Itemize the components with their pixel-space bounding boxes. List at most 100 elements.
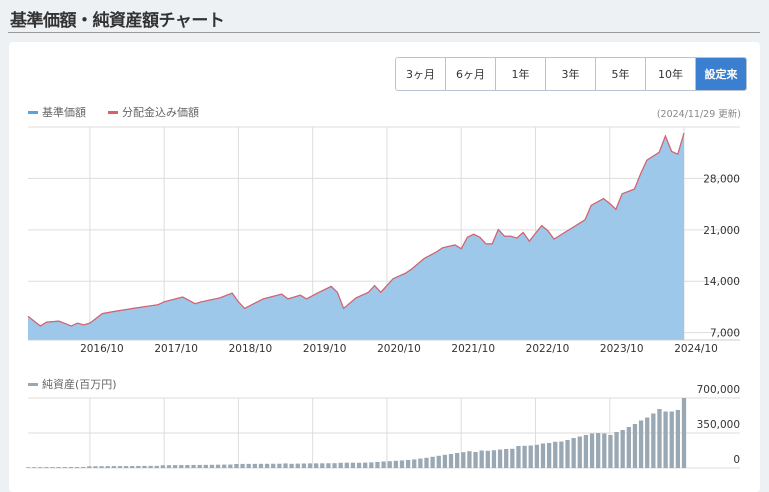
net-asset-bar	[553, 441, 558, 468]
net-asset-bar	[626, 427, 631, 468]
net-asset-bar	[596, 433, 601, 468]
net-asset-bar	[571, 438, 576, 468]
net-asset-bar	[289, 463, 294, 468]
net-asset-bar	[614, 432, 619, 468]
x-tick-label: 2017/10	[154, 343, 198, 355]
net-asset-bar	[565, 440, 570, 468]
net-asset-bar	[516, 446, 521, 468]
period-1y-button[interactable]: 1年	[496, 58, 546, 90]
x-tick-label: 2023/10	[600, 343, 644, 355]
net-asset-bar	[363, 462, 368, 468]
net-asset-bar	[448, 454, 454, 468]
net-asset-bar	[81, 466, 86, 468]
net-asset-bar	[326, 463, 331, 468]
net-asset-bar	[356, 462, 362, 468]
net-asset-bar	[638, 420, 644, 468]
net-asset-bar	[154, 465, 159, 468]
legend-net-assets: 純資産(百万円)	[28, 376, 117, 392]
net-asset-bar	[197, 464, 202, 468]
net-asset-bar	[540, 443, 546, 468]
net-asset-bar	[461, 452, 466, 468]
net-asset-bar	[608, 435, 613, 468]
net-asset-bar	[589, 433, 595, 468]
net-asset-bar	[491, 450, 497, 468]
net-asset-bar	[105, 466, 110, 468]
net-asset-bar	[418, 458, 423, 468]
net-asset-bar	[393, 460, 398, 468]
period-3m-button[interactable]: 3ヶ月	[396, 58, 446, 90]
legend-swatch-net-assets	[28, 382, 38, 386]
period-since-inception-button[interactable]: 設定来	[696, 58, 746, 90]
net-asset-bar	[344, 462, 349, 468]
net-asset-bar	[681, 398, 687, 468]
net-asset-bar	[50, 467, 55, 468]
net-asset-bar	[663, 411, 668, 468]
net-asset-bar	[123, 466, 129, 468]
net-asset-bar	[25, 467, 31, 468]
net-asset-bar	[62, 467, 67, 468]
net-asset-bar	[430, 456, 435, 468]
period-5y-button[interactable]: 5年	[596, 58, 646, 90]
legend-dividend: 分配金込み価額	[108, 104, 199, 120]
net-asset-bar	[240, 463, 245, 468]
net-asset-bar	[222, 464, 227, 468]
net-asset-bar	[620, 430, 625, 468]
net-asset-bar	[424, 457, 429, 468]
net-asset-bar	[651, 413, 656, 468]
period-3y-button[interactable]: 3年	[546, 58, 596, 90]
dividend-line	[27, 132, 685, 327]
net-asset-bar	[338, 462, 343, 468]
net-asset-bar	[258, 463, 264, 468]
net-asset-bar	[546, 443, 552, 468]
bar-y-tick-label: 350,000	[697, 419, 740, 431]
net-asset-bar	[166, 465, 172, 468]
net-asset-bar	[669, 411, 674, 468]
net-asset-bar	[191, 464, 196, 468]
net-asset-bar	[99, 466, 104, 468]
y-tick-label: 21,000	[703, 225, 740, 237]
title-divider	[8, 32, 760, 33]
x-tick-label: 2016/10	[80, 343, 124, 355]
net-asset-bar	[583, 435, 589, 468]
y-tick-label: 14,000	[703, 276, 740, 288]
net-asset-bar	[87, 466, 92, 468]
net-asset-bar	[577, 436, 582, 468]
legend-dividend-label: 分配金込み価額	[122, 106, 199, 119]
page-title: 基準価額・純資産額チャート	[10, 11, 225, 31]
x-tick-label: 2019/10	[303, 343, 347, 355]
net-asset-bar	[142, 465, 147, 468]
bar-y-tick-label: 0	[733, 454, 740, 466]
net-asset-bar	[405, 460, 411, 468]
net-asset-bar	[436, 455, 441, 468]
net-asset-bar	[534, 444, 540, 468]
period-10y-button[interactable]: 10年	[646, 58, 696, 90]
legend-nav-label: 基準価額	[42, 106, 86, 119]
x-tick-label: 2020/10	[377, 343, 421, 355]
net-asset-bar	[228, 464, 233, 468]
net-asset-bar	[264, 463, 270, 468]
legend-swatch-dividend	[108, 110, 118, 114]
net-asset-bar	[314, 463, 319, 468]
net-asset-bar	[56, 467, 61, 468]
net-asset-bar	[602, 433, 607, 468]
net-asset-bar	[497, 449, 503, 468]
net-asset-bar	[301, 463, 307, 468]
net-asset-bar	[645, 417, 650, 468]
nav-area	[28, 133, 684, 340]
net-asset-bar	[632, 424, 638, 468]
net-asset-bar	[130, 466, 135, 468]
net-asset-bar	[485, 450, 490, 468]
net-asset-bar	[332, 463, 337, 468]
net-asset-bar	[467, 451, 472, 468]
net-asset-bar	[657, 409, 662, 468]
net-asset-bar	[117, 466, 123, 468]
net-asset-bar	[246, 463, 251, 468]
net-asset-bar	[387, 461, 392, 468]
legend-swatch-nav	[28, 110, 38, 114]
period-6m-button[interactable]: 6ヶ月	[446, 58, 496, 90]
net-asset-bar	[307, 463, 313, 468]
net-asset-bar	[277, 463, 282, 468]
net-asset-bar	[412, 459, 417, 468]
bar-y-tick-label: 700,000	[697, 384, 740, 396]
net-asset-bar	[31, 467, 37, 468]
